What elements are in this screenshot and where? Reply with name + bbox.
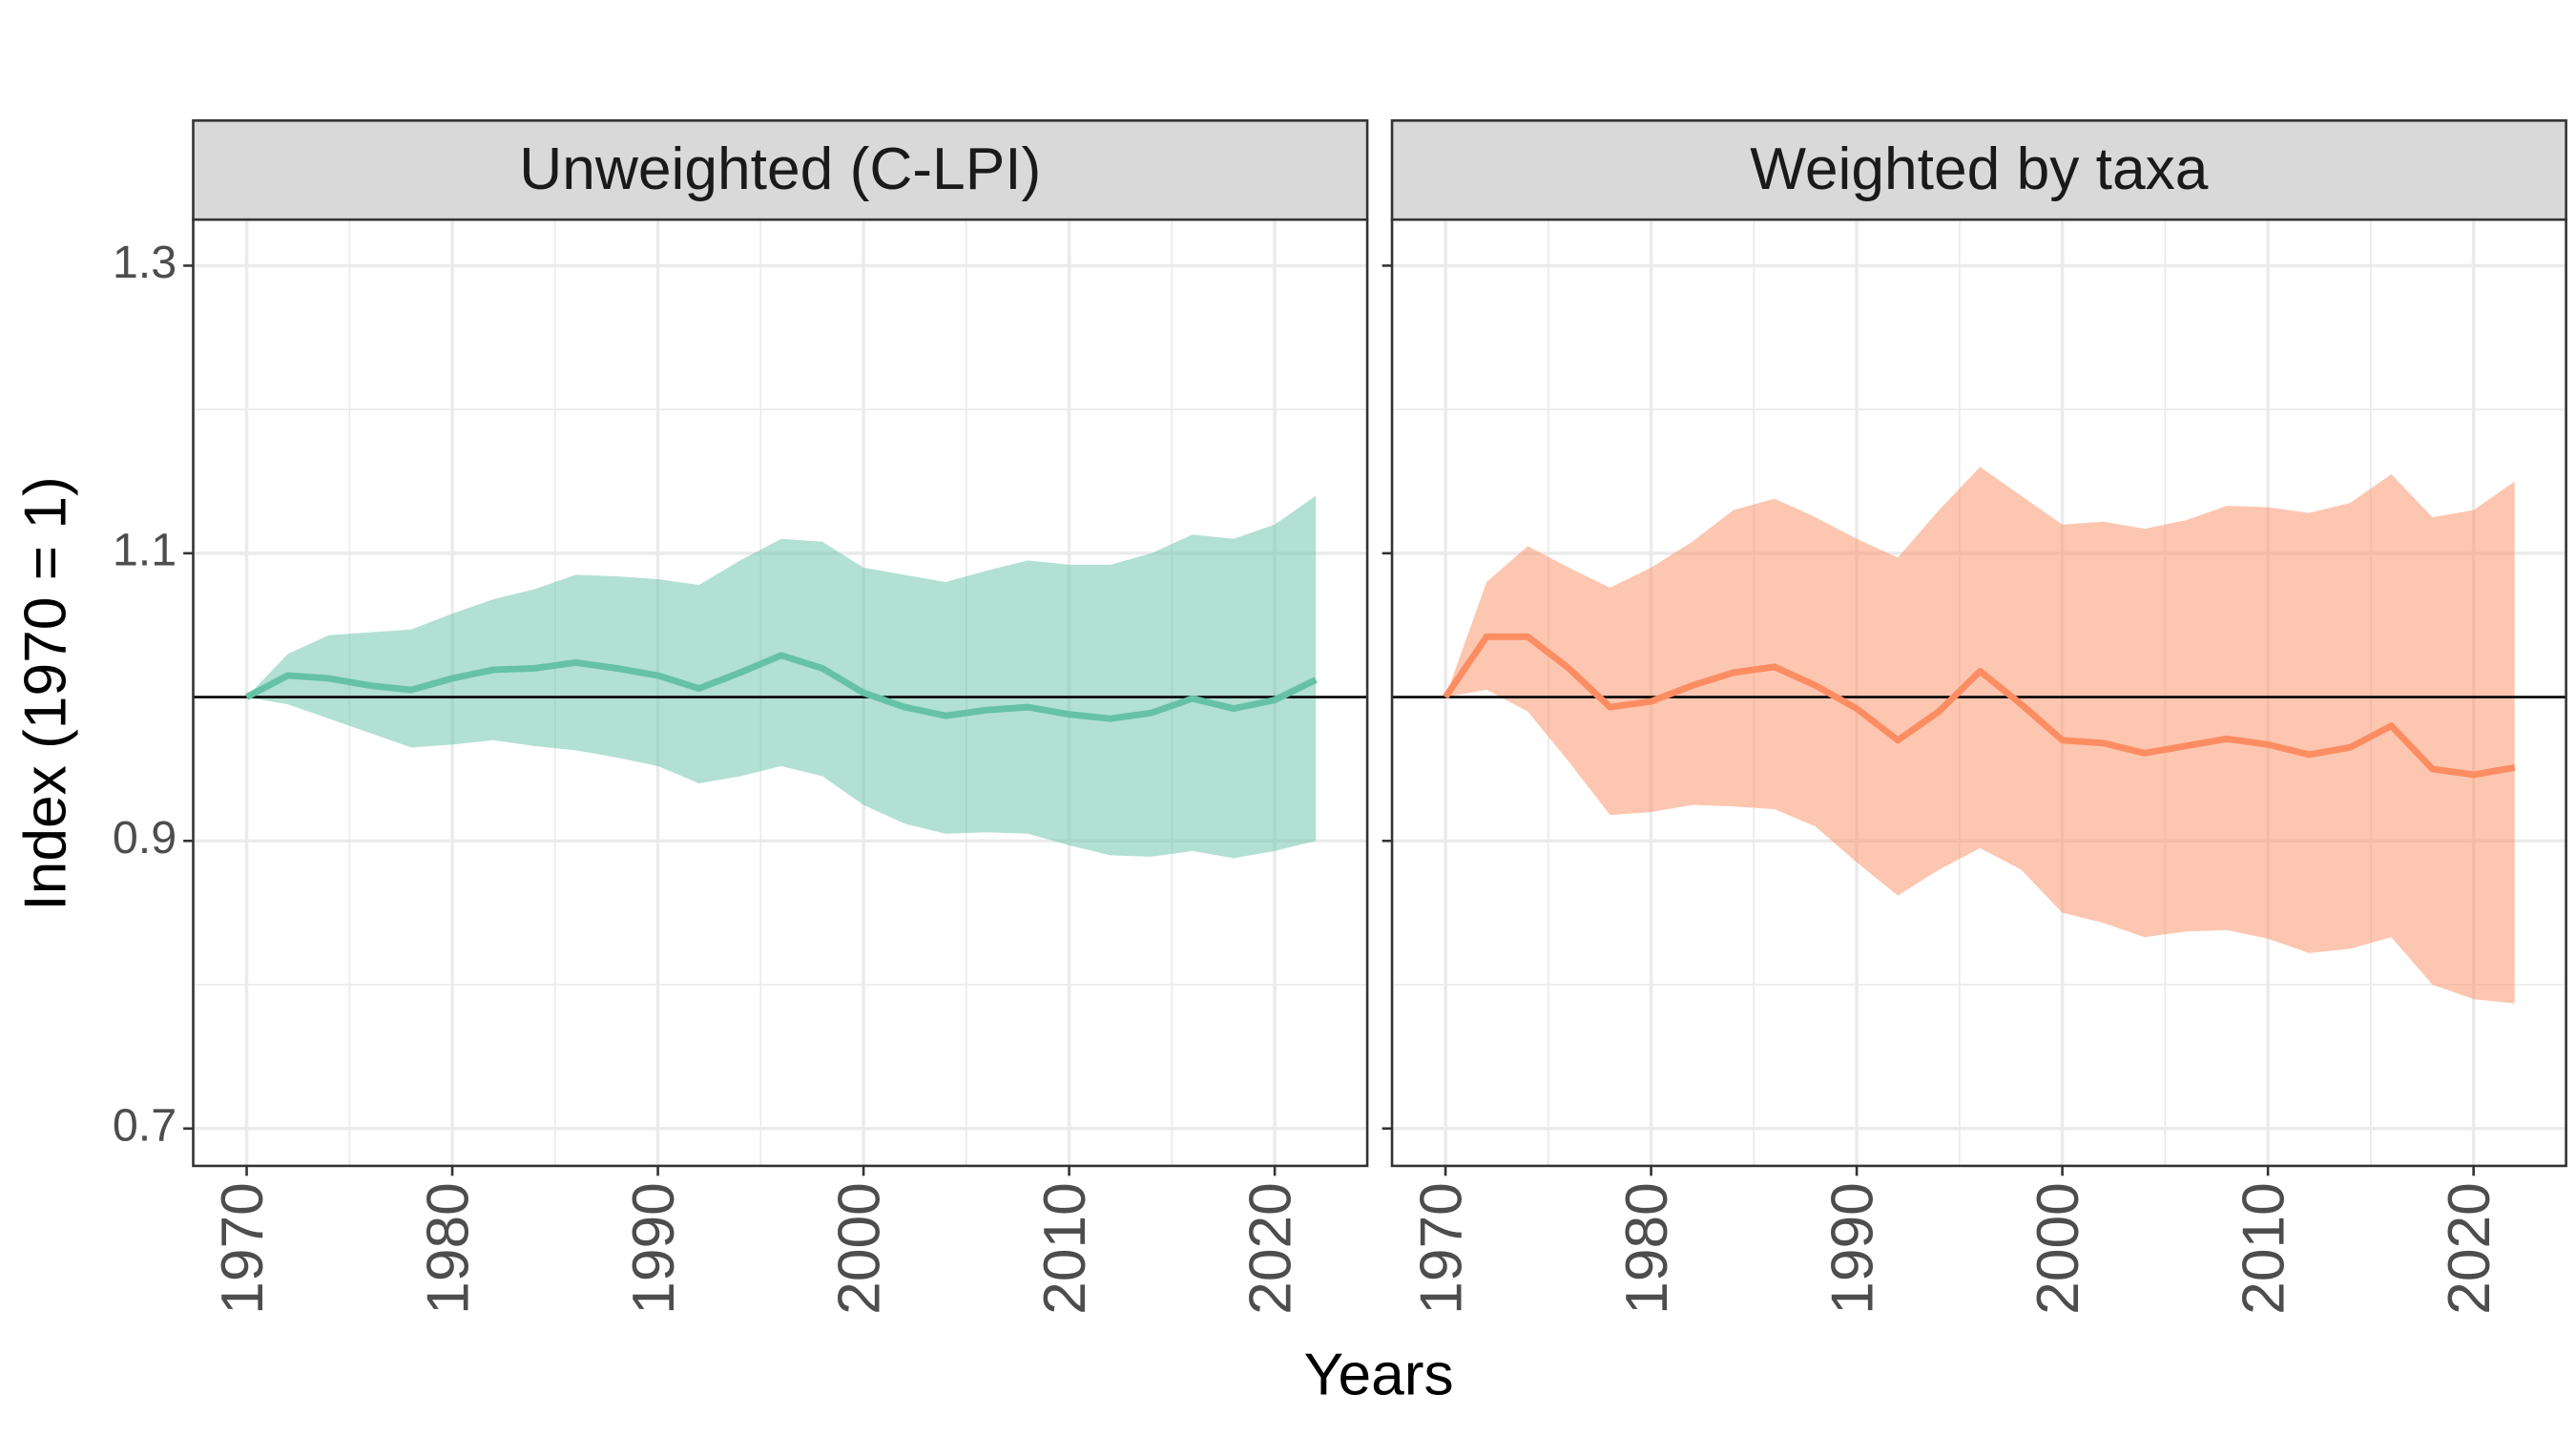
- y-tick-label: 0.7: [113, 1100, 177, 1152]
- confidence-ribbon: [1445, 467, 2515, 1004]
- index-line: [244, 652, 1318, 722]
- x-tick-label: 2020: [1238, 1182, 1304, 1315]
- x-tick-label: 2020: [2437, 1182, 2503, 1315]
- y-tick-label: 1.3: [113, 237, 177, 288]
- x-tick-label: 1970: [210, 1182, 276, 1315]
- x-tick-label: 1990: [1820, 1182, 1886, 1315]
- strip: [1390, 119, 2567, 221]
- confidence-ribbon: [246, 495, 1317, 859]
- y-tick-label: 0.9: [113, 812, 177, 864]
- strip: [192, 119, 1369, 221]
- x-tick-label: 1980: [1614, 1182, 1680, 1315]
- x-tick-label: 2010: [2232, 1182, 2297, 1315]
- x-tick-label: 1970: [1409, 1182, 1475, 1315]
- strip-title: Weighted by taxa: [1750, 136, 2209, 202]
- y-tick-label: 1.1: [113, 525, 177, 576]
- x-tick-label: 2000: [827, 1182, 893, 1315]
- index-line: [1443, 633, 2516, 779]
- y-axis-title: Index (1970 = 1): [12, 476, 78, 910]
- x-tick-label: 2000: [2025, 1182, 2091, 1315]
- x-tick-label: 2010: [1032, 1182, 1098, 1315]
- x-tick-label: 1990: [621, 1182, 687, 1315]
- x-axis-title: Years: [1304, 1342, 1454, 1408]
- strip-title: Unweighted (C-LPI): [519, 136, 1041, 202]
- x-tick-label: 1980: [416, 1182, 482, 1315]
